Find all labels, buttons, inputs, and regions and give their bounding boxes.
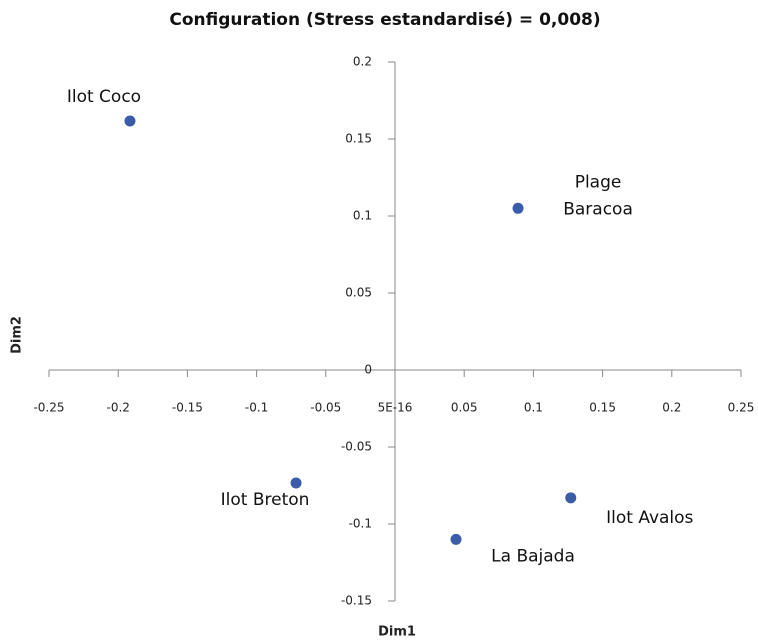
x-tick-label: 5E-16 — [378, 401, 413, 415]
x-tick-label: -0.1 — [245, 401, 268, 415]
point — [565, 492, 577, 504]
x-tick-label: -0.25 — [33, 401, 64, 415]
x-tick-label: -0.2 — [106, 401, 129, 415]
point — [450, 533, 462, 545]
y-tick-label: -0.1 — [349, 517, 372, 531]
x-tick-label: 0.25 — [728, 401, 755, 415]
point-label: Baracoa — [563, 199, 633, 219]
point — [124, 115, 136, 127]
y-tick-label: -0.05 — [341, 440, 372, 454]
point-label: Ilot Avalos — [606, 508, 693, 528]
y-axis-title: Dim2 — [10, 316, 25, 354]
y-tick-label: 0.05 — [345, 286, 372, 300]
x-tick-label: 0.2 — [662, 401, 681, 415]
point — [290, 477, 302, 489]
x-tick-label: 0.05 — [451, 401, 478, 415]
x-tick-label: 0.15 — [589, 401, 616, 415]
point-label: Ilot Breton — [221, 490, 310, 510]
point-label: La Bajada — [491, 546, 575, 566]
point-label: Ilot Coco — [67, 87, 141, 107]
point-label: Plage — [575, 172, 622, 192]
x-axis-title: Dim1 — [378, 625, 416, 640]
y-tick-label: 0 — [364, 363, 372, 377]
x-tick-label: 0.1 — [524, 401, 543, 415]
y-tick-label: 0.1 — [353, 209, 372, 223]
y-tick-label: 0.2 — [353, 55, 372, 69]
y-tick-label: -0.15 — [341, 594, 372, 608]
x-tick-label: -0.05 — [310, 401, 341, 415]
y-tick-label: 0.15 — [345, 132, 372, 146]
point — [512, 202, 524, 214]
chart-title: Configuration (Stress estandardisé) = 0,… — [169, 10, 600, 30]
x-tick-label: -0.15 — [172, 401, 203, 415]
